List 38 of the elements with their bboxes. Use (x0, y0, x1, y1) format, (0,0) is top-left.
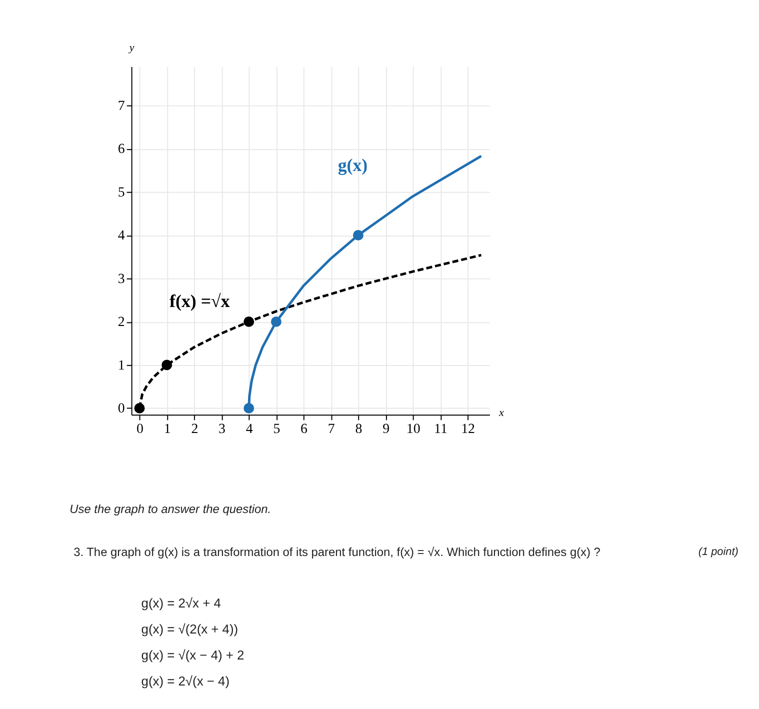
y-tick-label: 2 (118, 315, 125, 330)
series-label: f(x) =√x (170, 291, 230, 312)
text: g(x) = √(x − 4) + 2 (141, 647, 244, 662)
point (270, 316, 282, 327)
x-tick-label: 6 (300, 422, 308, 438)
x-tick-label: 5 (273, 422, 280, 438)
text: (1 point) (698, 546, 738, 558)
text: 3. The graph of g(x) is a transformation of its parent function, f(x) = √x. Which function defines g(x) ? (74, 544, 601, 559)
y-tick-label: 1 (118, 358, 125, 374)
x-tick-label: 1 (164, 422, 171, 438)
text: g(x) = √(2(x + 4)) (141, 622, 238, 637)
point (244, 316, 254, 327)
point (134, 402, 145, 414)
text: Use the graph to answer the question. (70, 502, 272, 516)
x-tick-label: 8 (355, 422, 362, 438)
point (244, 402, 254, 414)
x-tick-label: 2 (191, 422, 198, 438)
text: g(x) = 2√x + 4 (141, 596, 221, 611)
y-tick-label: 0 (118, 402, 125, 417)
x-tick-label: 10 (406, 422, 420, 438)
x-axis-title: x (498, 407, 504, 420)
y-axis-title: y (128, 42, 134, 54)
point (162, 360, 172, 370)
y-tick-label: 7 (118, 98, 125, 114)
text: g(x) = 2√(x − 4) (141, 673, 230, 688)
x-tick-label: 9 (382, 422, 390, 438)
x-tick-label: 7 (328, 422, 335, 438)
x-tick-label: 3 (218, 422, 226, 438)
point (352, 230, 364, 240)
y-tick-label: 3 (118, 272, 125, 287)
y-tick-label: 4 (118, 228, 125, 244)
y-tick-label: 6 (118, 142, 125, 158)
x-tick-label: 4 (246, 422, 253, 438)
y-tick-label: 5 (118, 185, 125, 200)
text: g(x) (338, 154, 368, 175)
x-tick-label: 12 (461, 422, 476, 438)
x-tick-label: 0 (136, 422, 144, 438)
x-tick-label: 11 (434, 422, 448, 438)
